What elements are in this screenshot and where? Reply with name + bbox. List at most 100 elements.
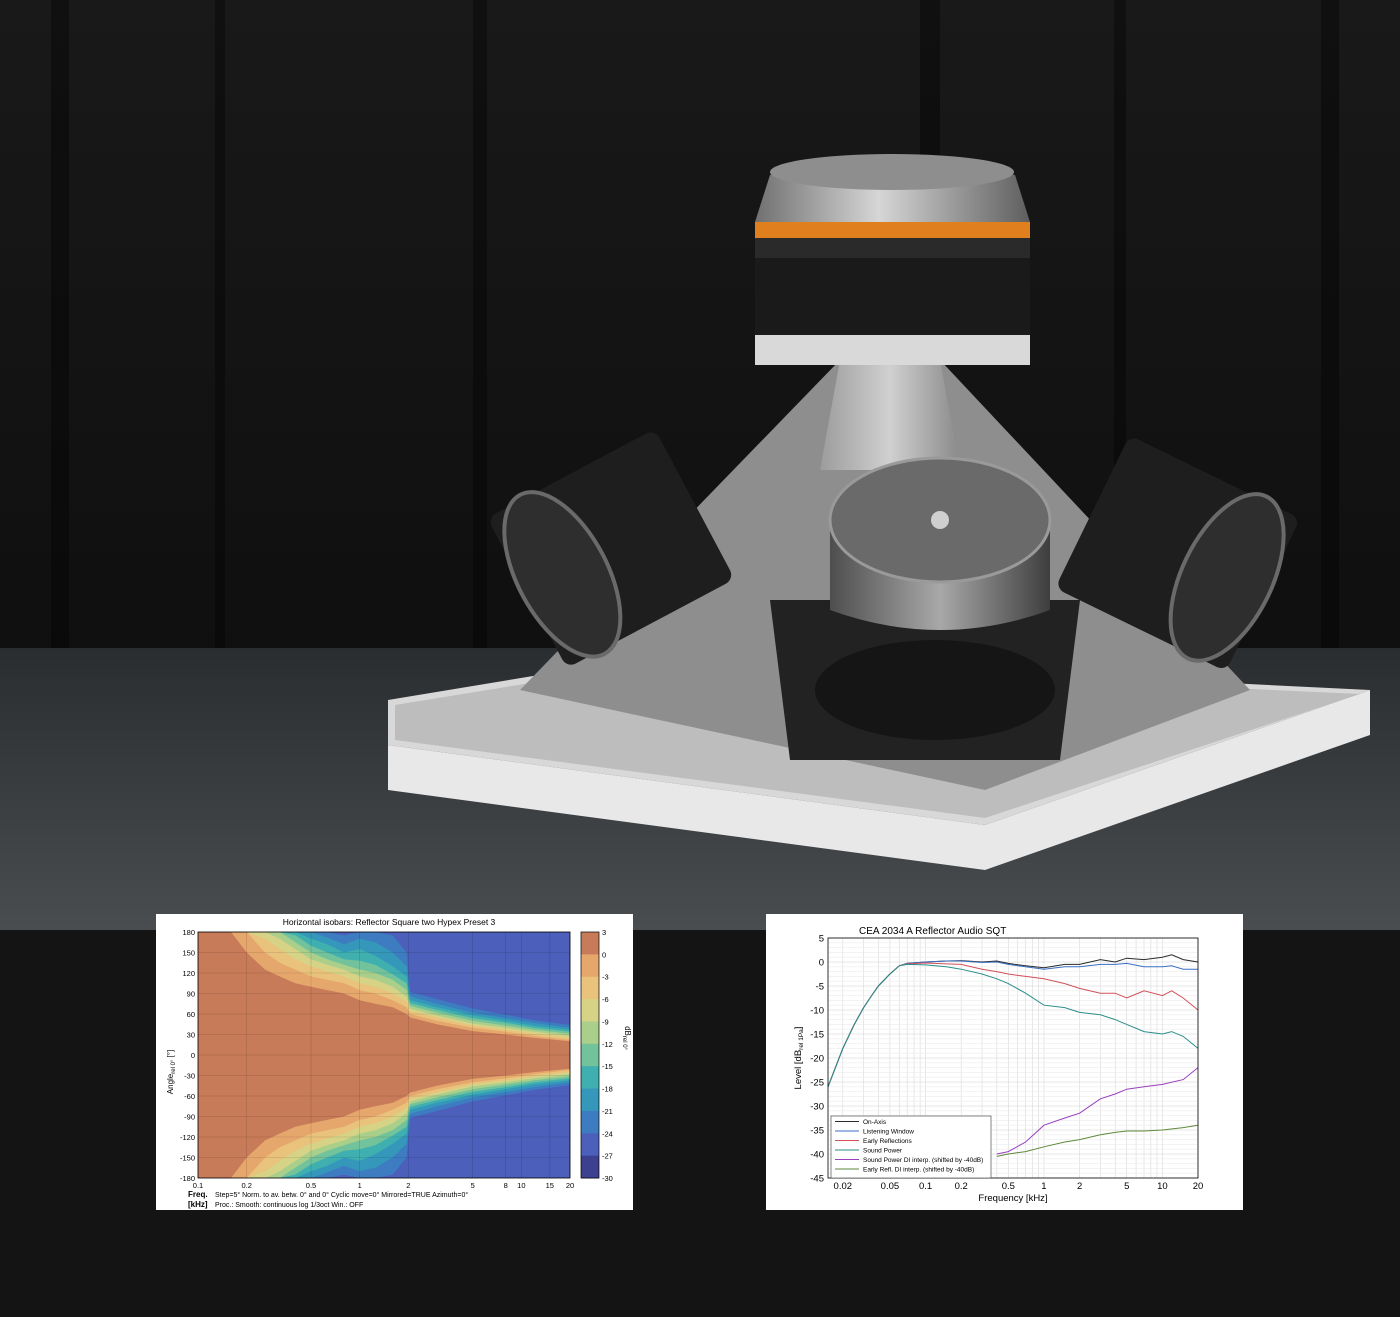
isobar-y-tick-label: -150 [180,1154,195,1163]
colorbar-tick-label: -18 [602,1085,613,1094]
cea-x-tick-label: 0.05 [881,1181,900,1192]
cea-y-tick-label: -35 [810,1126,824,1137]
cea-y-tick-label: -15 [810,1030,824,1041]
isobar-y-tick-label: -30 [184,1072,195,1081]
isobar-y-tick-label: 0 [191,1051,195,1060]
isobar-y-tick-label: 60 [187,1010,195,1019]
cea-title: CEA 2034 A Reflector Audio SQT [859,926,1006,937]
isobar-y-label: Anglerel 0° [°] [166,1050,177,1094]
cea-series-line-5 [996,1067,1199,1155]
cea-legend-box [830,1115,992,1179]
cea-y-tick-label: -20 [810,1054,824,1065]
isobar-x-tick-label: 1 [358,1181,362,1190]
cea-legend-label: Sound Power [863,1148,903,1155]
cea-series [827,954,1199,1157]
colorbar-tick-label: -27 [602,1152,613,1161]
colorbar-swatch [581,1110,599,1134]
cea-y-axis: 5 0 -5 -10 -15 -20 -25 -30 -35 -40 -45 [810,934,824,1185]
cea-series-line-2 [827,960,1198,1087]
cea-series-line-3 [827,962,1199,1087]
cea-x-label: Frequency [kHz] [978,1193,1047,1204]
isobar-x-tick-label: 5 [471,1181,475,1190]
isobar-y-tick-label: -180 [180,1174,195,1183]
cea-legend: On-Axis Listening Window Early Reflections… [830,1115,992,1179]
isobar-x-tick-label: 10 [517,1181,525,1190]
isobar-x-axis: 0.1 0.2 0.5 1 2 5 8 10 15 20 [193,1181,574,1190]
colorbar-tick-label: -3 [602,973,609,982]
isobar-y-tick-label: 30 [187,1031,195,1040]
colorbar-tick-label: -24 [602,1129,613,1138]
colorbar-swatch [581,1133,599,1157]
isobar-y-tick-label: -90 [184,1113,195,1122]
isobar-band-upper-9 [198,932,570,1025]
isobar-chart-panel: Horizontal isobars: Reflector Square two… [156,914,633,1210]
cea-x-tick-label: 0.5 [1002,1181,1015,1192]
isobar-plot-frame [197,931,571,1179]
cea-legend-label: Sound Power DI interp. (shifted by -40dB… [863,1157,983,1164]
colorbar-tick-label: -30 [602,1174,613,1183]
isobar-footer-line2: Proc.: Smooth: continuous log 1/3oct Win… [215,1202,363,1209]
isobar-y-tick-label: 180 [182,928,195,937]
cea-y-tick-label: -40 [810,1150,824,1161]
cea-x-tick-label: 20 [1193,1181,1204,1192]
cea-legend-label: Early Reflections [863,1138,913,1145]
cea-y-tick-label: -25 [810,1078,824,1089]
cea2034-chart: CEA 2034 A Reflector Audio SQT 5 0 -5 -10 -1… [793,926,1204,1204]
isobar-x-tick-label: 8 [504,1181,508,1190]
isobar-x-tick-label: 2 [406,1181,410,1190]
cea-x-tick-label: 1 [1041,1181,1046,1192]
isobar-y-tick-label: 120 [182,969,195,978]
cea-y-tick-label: 5 [819,934,824,945]
cea-series-line-6 [996,1124,1199,1157]
cea-x-tick-label: 5 [1124,1181,1129,1192]
isobar-x-label-line1: Freq. [188,1190,208,1199]
colorbar-tick-label: 0 [602,950,606,959]
isobar-y-tick-label: -60 [184,1092,195,1101]
cea-legend-label: On-Axis [863,1119,887,1126]
colorbar-frame [580,931,600,1179]
isobar-x-tick-label: 0.1 [193,1181,203,1190]
isobar-plot-area [197,931,571,1179]
cea-legend-label: Listening Window [863,1129,914,1136]
isobar-band-lower-9 [198,1085,570,1178]
cea-x-tick-label: 10 [1157,1181,1168,1192]
isobar-y-tick-label: 90 [187,990,195,999]
cea-y-tick-label: -45 [810,1174,824,1185]
cea-series-line-4 [827,963,1199,1087]
colorbar-tick-label: -9 [602,1017,609,1026]
colorbar-swatch [581,1021,599,1045]
isobar-y-axis: 180 150 120 90 60 30 0 -30 -60 -90 -120 -150 -180 [180,928,195,1183]
isobar-x-tick-label: 15 [546,1181,554,1190]
cea-x-tick-label: 0.1 [919,1181,932,1192]
isobar-x-tick-label: 0.2 [241,1181,251,1190]
colorbar-tick-label: 3 [602,928,606,937]
cea2034-chart-panel: CEA 2034 A Reflector Audio SQT 5 0 -5 -10 -1… [766,914,1243,1210]
colorbar-swatch [581,1066,599,1090]
isobar-y-tick-label: 150 [182,949,195,958]
cea-x-tick-label: 2 [1077,1181,1082,1192]
colorbar-swatch [581,999,599,1022]
isobar-title: Horizontal isobars: Reflector Square two… [283,917,496,927]
cea-x-axis: 0.02 0.05 0.1 0.2 0.5 1 2 5 10 20 [834,1181,1204,1192]
cea-y-tick-label: -5 [816,982,824,993]
colorbar-tick-label: -15 [602,1062,613,1071]
isobar-colorbar-label: dBrel 0° [621,1026,632,1050]
cea-plot-frame [827,937,1199,1179]
cea-y-tick-label: -30 [810,1102,824,1113]
colorbar-tick-label: -21 [602,1107,613,1116]
product-photo [0,0,1400,930]
colorbar-tick-label: -12 [602,1040,613,1049]
colorbar-tick-label: -6 [602,995,609,1004]
isobar-footer-line1: Step=5° Norm. to av. betw. 0° and 0° Cyc… [215,1191,468,1199]
isobar-x-tick-label: 20 [566,1181,574,1190]
cea-y-label: Level [dBrel 1Pa] [793,1027,805,1090]
cea-y-tick-label: -10 [810,1006,824,1017]
isobar-chart: Horizontal isobars: Reflector Square two… [166,917,632,1209]
colorbar-swatch [581,1088,599,1112]
cea-x-tick-label: 0.02 [834,1181,853,1192]
colorbar-swatch [581,932,599,955]
cea-legend-label: Early Refl. DI interp. (shifted by -40dB… [863,1167,974,1174]
colorbar-swatch [581,954,599,978]
cea-x-tick-label: 0.2 [955,1181,968,1192]
isobar-x-tick-label: 0.5 [306,1181,316,1190]
